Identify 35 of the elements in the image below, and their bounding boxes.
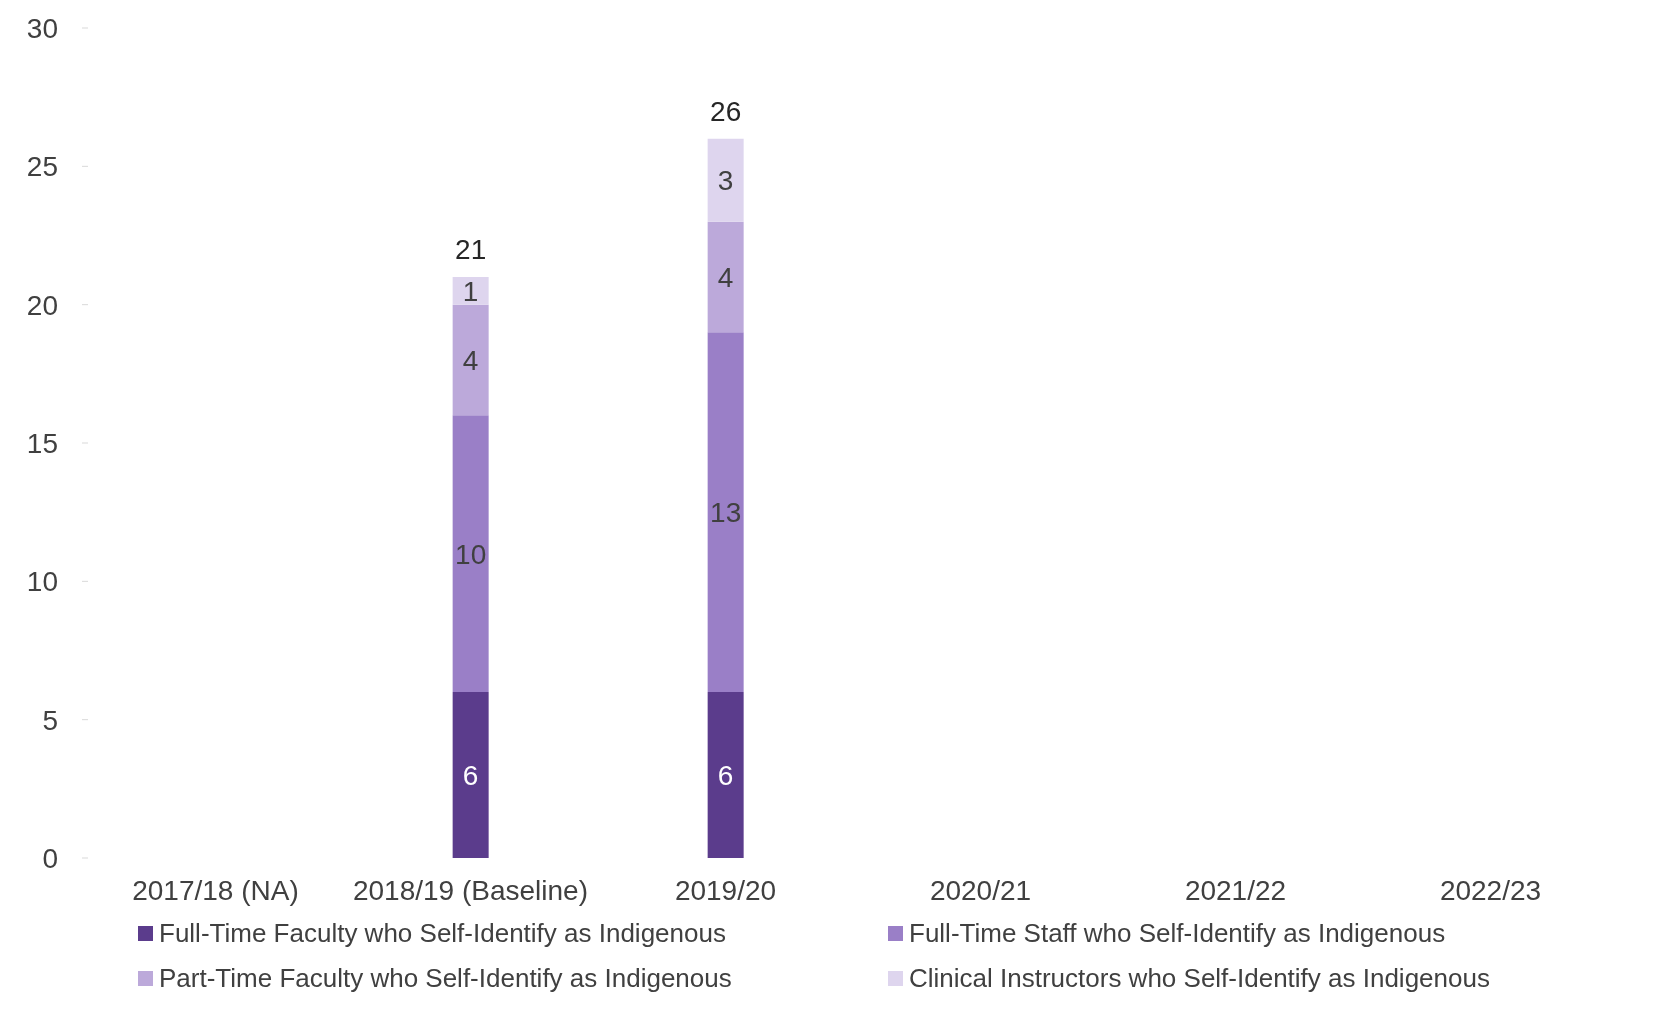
data-label: 1 (462, 275, 479, 307)
bar (452, 692, 489, 858)
bar (707, 138, 744, 222)
legend-label: Full-Time Staff who Self-Identify as Indigenous (909, 918, 1446, 949)
bar (452, 304, 489, 416)
x-tick-label: 2019/20 (674, 874, 777, 906)
y-tick-label: 5 (42, 704, 58, 736)
data-label: 3 (717, 165, 734, 197)
data-label: 10 (455, 538, 487, 570)
legend-label: Clinical Instructors who Self-Identify as Indigenous (909, 963, 1490, 994)
bar (452, 277, 489, 305)
bar (707, 692, 744, 858)
y-tick-label: 30 (26, 12, 58, 44)
y-tick-label: 15 (26, 427, 58, 459)
legend-label: Full-Time Faculty who Self-Identify as Indigenous (159, 918, 726, 949)
bar (707, 221, 744, 333)
y-tick-label: 10 (26, 566, 58, 598)
legend-label: Part-Time Faculty who Self-Identify as Indigenous (159, 963, 732, 994)
x-tick-label: 2020/21 (929, 874, 1032, 906)
x-tick-label: 2022/23 (1439, 874, 1542, 906)
y-tick-label: 25 (26, 151, 58, 183)
x-tick-label: 2021/22 (1184, 874, 1287, 906)
y-tick-label: 20 (26, 289, 58, 321)
total-label: 21 (455, 234, 487, 265)
data-label: 4 (462, 344, 479, 376)
x-tick-label: 2017/18 (NA) (132, 874, 299, 906)
x-tick-label: 2018/19 (Baseline) (352, 874, 589, 906)
total-label: 26 (710, 95, 742, 127)
bar (452, 415, 489, 692)
data-label: 13 (710, 497, 742, 529)
data-label: 6 (462, 759, 479, 791)
bar (707, 332, 744, 692)
data-label: 4 (717, 261, 734, 293)
y-tick-label: 0 (42, 842, 58, 874)
data-label: 6 (717, 759, 734, 791)
